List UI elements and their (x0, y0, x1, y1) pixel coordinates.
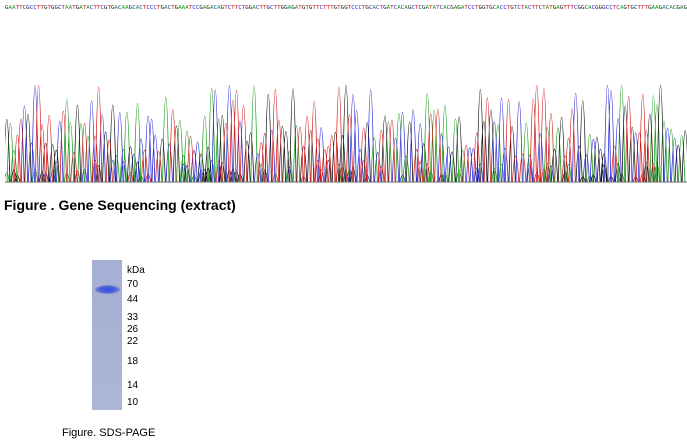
marker-label: 18 (127, 356, 139, 367)
protein-band (95, 285, 120, 294)
marker-label: 70 (127, 279, 139, 290)
trace-g (5, 85, 687, 183)
trace-t (13, 85, 657, 183)
marker-label: 10 (127, 397, 139, 408)
marker-label: 14 (127, 380, 139, 391)
trace-a (5, 85, 686, 183)
marker-label: 44 (127, 294, 139, 305)
marker-label: 22 (127, 336, 139, 347)
sds-page-gel-lane (92, 260, 122, 410)
base-call-text: GAATTCGCCTTGTGGCTAATGATACTTCGTGACAAGCACT… (5, 5, 687, 11)
marker-label: 33 (127, 312, 139, 323)
sequencing-chromatogram: GAATTCGCCTTGTGGCTAATGATACTTCGTGACAAGCACT… (5, 5, 687, 183)
trace-peaks (5, 85, 687, 183)
gel-unit-label: kDa (127, 265, 145, 276)
marker-label: 26 (127, 324, 139, 335)
gene-sequencing-caption: Figure . Gene Sequencing (extract) (4, 197, 236, 213)
trace-c (20, 85, 679, 183)
sds-page-caption: Figure. SDS-PAGE (62, 427, 156, 439)
base-call-strip: GAATTCGCCTTGTGGCTAATGATACTTCGTGACAAGCACT… (5, 5, 687, 11)
